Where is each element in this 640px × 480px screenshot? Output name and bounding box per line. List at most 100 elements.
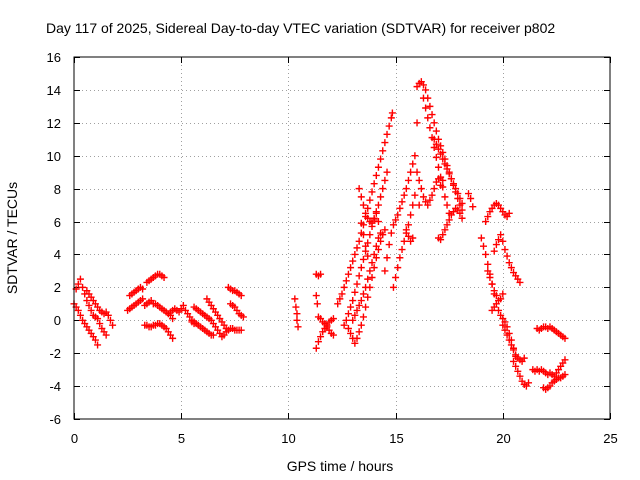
data-point bbox=[344, 270, 352, 278]
data-point bbox=[362, 303, 370, 311]
data-point bbox=[419, 193, 427, 201]
series-arc-40 bbox=[533, 323, 569, 342]
data-point bbox=[383, 254, 391, 262]
series-arc-29 bbox=[413, 168, 445, 209]
data-point bbox=[469, 203, 477, 211]
data-point bbox=[334, 300, 342, 308]
y-axis-label: SDTVAR / TECUs bbox=[4, 182, 20, 294]
data-point bbox=[424, 114, 432, 122]
data-point bbox=[419, 94, 427, 102]
data-point bbox=[342, 316, 350, 324]
data-point bbox=[439, 231, 447, 239]
data-point bbox=[437, 150, 445, 158]
data-point bbox=[76, 311, 84, 319]
data-point bbox=[83, 297, 91, 305]
series-arc-05 bbox=[124, 295, 147, 314]
data-point bbox=[430, 135, 438, 143]
data-point bbox=[409, 160, 417, 168]
series-arc-39 bbox=[510, 357, 533, 390]
data-point bbox=[411, 152, 419, 160]
data-point bbox=[426, 124, 434, 132]
data-point bbox=[370, 264, 378, 272]
data-point bbox=[351, 339, 359, 347]
data-point bbox=[106, 316, 114, 324]
series-arc-03 bbox=[83, 287, 117, 329]
series-arc-23 bbox=[355, 185, 382, 260]
data-point bbox=[79, 283, 87, 291]
data-point bbox=[347, 303, 355, 311]
data-point bbox=[344, 325, 352, 332]
data-point bbox=[394, 211, 402, 219]
data-point bbox=[499, 321, 507, 329]
data-point bbox=[458, 214, 466, 222]
data-point bbox=[372, 171, 380, 179]
data-point bbox=[385, 241, 393, 249]
data-point bbox=[179, 301, 187, 309]
data-point bbox=[454, 190, 462, 198]
data-point bbox=[409, 234, 417, 242]
data-point bbox=[357, 264, 365, 272]
data-point bbox=[294, 323, 302, 331]
x-tick-label: 0 bbox=[71, 431, 78, 446]
series-arc-10 bbox=[188, 318, 217, 339]
y-tick-label: 14 bbox=[47, 83, 61, 98]
data-point bbox=[102, 331, 110, 339]
series-arc-31 bbox=[434, 204, 466, 244]
data-point bbox=[340, 321, 348, 329]
data-point bbox=[313, 300, 321, 308]
data-point bbox=[499, 237, 507, 245]
data-point bbox=[381, 226, 389, 234]
data-point bbox=[364, 204, 372, 212]
series-arc-09 bbox=[166, 301, 198, 328]
data-point bbox=[357, 193, 365, 201]
data-point bbox=[377, 155, 385, 163]
data-point bbox=[94, 341, 102, 349]
series-arc-24 bbox=[349, 229, 385, 324]
data-point bbox=[388, 109, 396, 117]
data-point bbox=[404, 221, 412, 229]
data-point bbox=[349, 297, 357, 305]
data-point bbox=[139, 295, 147, 303]
data-point bbox=[426, 102, 434, 110]
data-point bbox=[389, 283, 397, 291]
data-point bbox=[104, 311, 112, 319]
data-point bbox=[407, 211, 415, 219]
data-point bbox=[94, 315, 102, 323]
data-point bbox=[516, 278, 524, 286]
data-point bbox=[501, 326, 509, 334]
data-point bbox=[85, 301, 93, 309]
data-point bbox=[355, 301, 363, 309]
data-point bbox=[484, 213, 492, 221]
data-point bbox=[359, 231, 367, 239]
data-point bbox=[432, 127, 440, 135]
data-point bbox=[447, 175, 455, 183]
data-point bbox=[109, 321, 117, 329]
data-point bbox=[338, 290, 346, 298]
data-point bbox=[400, 191, 408, 199]
data-point bbox=[495, 236, 503, 244]
data-point bbox=[505, 259, 513, 267]
data-point bbox=[317, 270, 325, 278]
series-arc-38 bbox=[499, 321, 528, 365]
data-point bbox=[359, 255, 367, 263]
data-point bbox=[362, 242, 370, 250]
data-point bbox=[355, 272, 363, 280]
data-point bbox=[344, 310, 352, 318]
series-arc-19 bbox=[314, 313, 337, 339]
data-point bbox=[492, 241, 500, 249]
data-point bbox=[402, 226, 410, 234]
data-point bbox=[392, 273, 400, 281]
data-point bbox=[364, 275, 372, 283]
data-point bbox=[368, 188, 376, 196]
data-point bbox=[74, 280, 82, 288]
data-point bbox=[387, 114, 395, 122]
data-point bbox=[426, 196, 434, 204]
data-point bbox=[495, 306, 503, 314]
data-point bbox=[428, 111, 436, 119]
data-point bbox=[329, 331, 337, 339]
data-point bbox=[374, 218, 382, 226]
data-point bbox=[312, 344, 320, 352]
data-point bbox=[76, 275, 84, 283]
series-arc-42 bbox=[540, 371, 569, 393]
y-tick-label: -4 bbox=[49, 379, 61, 394]
